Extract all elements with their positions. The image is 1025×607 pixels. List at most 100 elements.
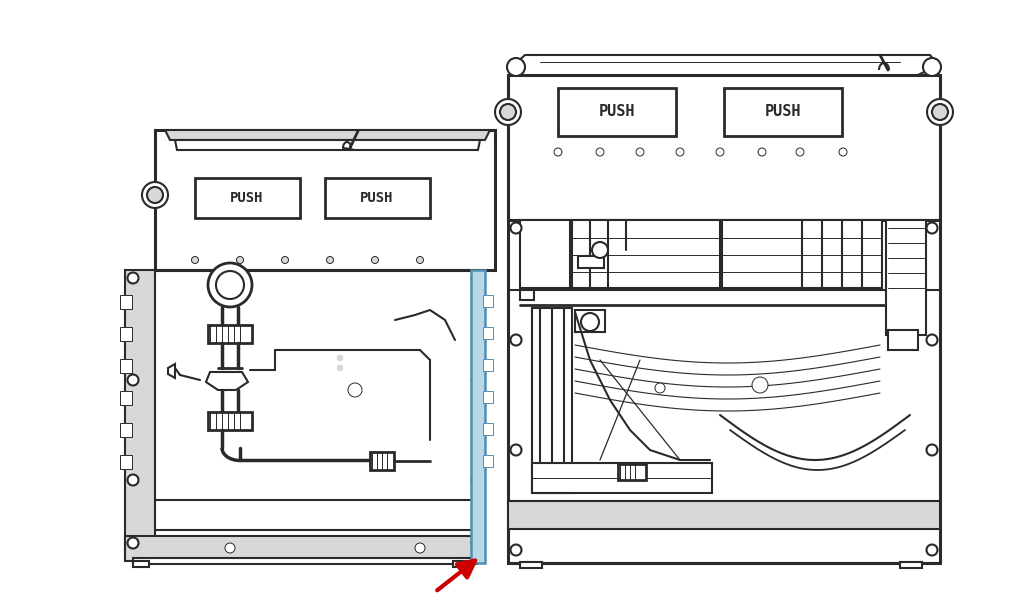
Circle shape bbox=[192, 257, 199, 263]
Bar bbox=[483, 327, 493, 339]
Bar bbox=[120, 295, 132, 309]
Circle shape bbox=[127, 375, 138, 385]
Bar bbox=[325, 178, 430, 218]
Polygon shape bbox=[168, 364, 175, 378]
Circle shape bbox=[127, 273, 138, 283]
Bar bbox=[125, 536, 485, 561]
Circle shape bbox=[932, 104, 948, 120]
Polygon shape bbox=[165, 130, 490, 140]
Circle shape bbox=[416, 257, 423, 263]
Circle shape bbox=[927, 223, 938, 234]
Circle shape bbox=[655, 383, 665, 393]
Circle shape bbox=[581, 313, 599, 331]
Bar bbox=[483, 359, 493, 371]
Circle shape bbox=[510, 223, 522, 234]
Bar bbox=[125, 270, 155, 560]
Circle shape bbox=[147, 187, 163, 203]
Bar bbox=[575, 310, 605, 332]
Circle shape bbox=[636, 148, 644, 156]
Circle shape bbox=[507, 58, 525, 76]
Bar bbox=[520, 220, 570, 288]
Circle shape bbox=[554, 148, 562, 156]
Circle shape bbox=[472, 375, 483, 385]
Circle shape bbox=[226, 543, 235, 553]
Circle shape bbox=[510, 334, 522, 345]
Text: PUSH: PUSH bbox=[599, 104, 636, 120]
Circle shape bbox=[716, 148, 724, 156]
Circle shape bbox=[839, 148, 847, 156]
Circle shape bbox=[337, 355, 343, 361]
Bar bbox=[120, 423, 132, 437]
Circle shape bbox=[282, 257, 288, 263]
Bar bbox=[208, 412, 252, 430]
Circle shape bbox=[337, 365, 343, 371]
Circle shape bbox=[127, 475, 138, 486]
Polygon shape bbox=[175, 140, 480, 150]
Bar bbox=[120, 391, 132, 405]
Circle shape bbox=[472, 538, 483, 549]
Bar bbox=[453, 561, 469, 567]
Circle shape bbox=[472, 273, 483, 283]
Circle shape bbox=[495, 99, 521, 125]
Circle shape bbox=[592, 242, 608, 258]
Bar bbox=[133, 561, 149, 567]
Polygon shape bbox=[206, 372, 248, 390]
Bar bbox=[120, 455, 132, 469]
Circle shape bbox=[927, 334, 938, 345]
Bar bbox=[520, 290, 534, 300]
Text: PUSH: PUSH bbox=[231, 191, 263, 205]
Text: PUSH: PUSH bbox=[765, 104, 802, 120]
Bar bbox=[532, 308, 572, 493]
Bar bbox=[120, 327, 132, 341]
Circle shape bbox=[927, 99, 953, 125]
Bar bbox=[520, 562, 542, 568]
Bar bbox=[618, 464, 646, 480]
Bar bbox=[155, 130, 495, 270]
Bar bbox=[724, 88, 842, 136]
Circle shape bbox=[922, 58, 941, 76]
Bar bbox=[472, 270, 485, 563]
Circle shape bbox=[758, 148, 766, 156]
Bar bbox=[370, 452, 394, 470]
Circle shape bbox=[142, 182, 168, 208]
Circle shape bbox=[796, 148, 804, 156]
Bar bbox=[508, 75, 940, 220]
Circle shape bbox=[510, 544, 522, 555]
Circle shape bbox=[596, 148, 604, 156]
Bar bbox=[532, 463, 712, 493]
Circle shape bbox=[510, 444, 522, 455]
Circle shape bbox=[927, 444, 938, 455]
Circle shape bbox=[208, 263, 252, 307]
Bar bbox=[483, 423, 493, 435]
Circle shape bbox=[500, 104, 516, 120]
Bar bbox=[900, 562, 923, 568]
Circle shape bbox=[927, 544, 938, 555]
Bar bbox=[155, 270, 472, 535]
Circle shape bbox=[371, 257, 378, 263]
Circle shape bbox=[415, 543, 425, 553]
Circle shape bbox=[216, 271, 244, 299]
Bar bbox=[120, 359, 132, 373]
Bar bbox=[483, 295, 493, 307]
Bar bbox=[133, 558, 477, 564]
Circle shape bbox=[752, 377, 768, 393]
Circle shape bbox=[327, 257, 333, 263]
Circle shape bbox=[348, 383, 362, 397]
Bar bbox=[483, 391, 493, 403]
Text: PUSH: PUSH bbox=[360, 191, 394, 205]
Bar bbox=[195, 178, 300, 218]
Bar bbox=[572, 220, 720, 288]
Bar bbox=[578, 256, 604, 268]
Circle shape bbox=[676, 148, 684, 156]
Bar bbox=[886, 220, 926, 335]
Bar bbox=[508, 220, 940, 563]
Circle shape bbox=[127, 538, 138, 549]
Bar bbox=[483, 455, 493, 467]
Polygon shape bbox=[514, 55, 938, 78]
Bar bbox=[208, 325, 252, 343]
Bar bbox=[508, 501, 940, 529]
Bar bbox=[888, 330, 918, 350]
Circle shape bbox=[472, 475, 483, 486]
Bar bbox=[722, 220, 882, 288]
Circle shape bbox=[237, 257, 244, 263]
